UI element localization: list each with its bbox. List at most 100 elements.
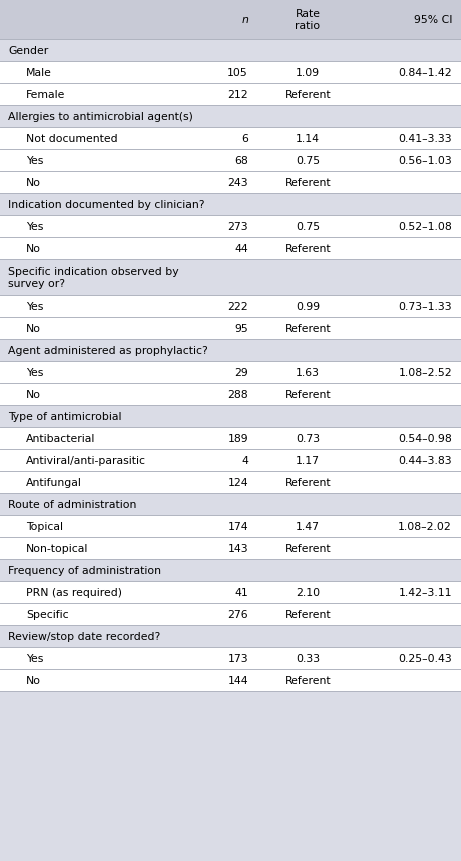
Text: Indication documented by clinician?: Indication documented by clinician? — [8, 200, 205, 210]
Bar — [0, 625, 461, 647]
Text: 4: 4 — [241, 455, 248, 466]
Text: Gender: Gender — [8, 46, 48, 56]
Text: 0.73–1.33: 0.73–1.33 — [398, 301, 452, 312]
Text: 44: 44 — [234, 244, 248, 254]
Text: 222: 222 — [227, 301, 248, 312]
Text: 173: 173 — [227, 653, 248, 663]
Text: 0.25–0.43: 0.25–0.43 — [398, 653, 452, 663]
Bar — [0, 295, 461, 318]
Bar — [0, 216, 461, 238]
Text: 29: 29 — [234, 368, 248, 378]
Text: Type of antimicrobial: Type of antimicrobial — [8, 412, 122, 422]
Text: 95: 95 — [234, 324, 248, 333]
Text: Non-topical: Non-topical — [26, 543, 89, 554]
Bar — [0, 581, 461, 604]
Text: 212: 212 — [227, 90, 248, 100]
Text: Antifungal: Antifungal — [26, 478, 82, 487]
Text: 1.17: 1.17 — [296, 455, 320, 466]
Bar — [0, 106, 461, 127]
Text: Yes: Yes — [26, 653, 43, 663]
Text: Agent administered as prophylactic?: Agent administered as prophylactic? — [8, 345, 208, 356]
Bar — [0, 647, 461, 669]
Text: Referent: Referent — [285, 675, 331, 685]
Text: n: n — [241, 15, 248, 25]
Text: 0.99: 0.99 — [296, 301, 320, 312]
Text: 124: 124 — [227, 478, 248, 487]
Text: 1.42–3.11: 1.42–3.11 — [398, 587, 452, 598]
Text: Topical: Topical — [26, 522, 63, 531]
Bar — [0, 260, 461, 295]
Bar — [0, 127, 461, 150]
Bar — [0, 560, 461, 581]
Bar — [0, 318, 461, 339]
Bar — [0, 493, 461, 516]
Text: 1.09: 1.09 — [296, 68, 320, 77]
Text: No: No — [26, 244, 41, 254]
Text: Referent: Referent — [285, 543, 331, 554]
Text: No: No — [26, 177, 41, 188]
Bar — [0, 0, 461, 40]
Text: Frequency of administration: Frequency of administration — [8, 566, 161, 575]
Text: Referent: Referent — [285, 478, 331, 487]
Text: Rate
ratio: Rate ratio — [296, 9, 320, 31]
Text: No: No — [26, 675, 41, 685]
Text: Male: Male — [26, 68, 52, 77]
Bar — [0, 84, 461, 106]
Text: Yes: Yes — [26, 368, 43, 378]
Text: Yes: Yes — [26, 156, 43, 166]
Bar — [0, 604, 461, 625]
Text: 0.44–3.83: 0.44–3.83 — [398, 455, 452, 466]
Text: 0.54–0.98: 0.54–0.98 — [398, 433, 452, 443]
Bar — [0, 516, 461, 537]
Text: Referent: Referent — [285, 324, 331, 333]
Text: Yes: Yes — [26, 222, 43, 232]
Bar — [0, 669, 461, 691]
Text: 0.52–1.08: 0.52–1.08 — [398, 222, 452, 232]
Text: No: No — [26, 389, 41, 400]
Text: 68: 68 — [234, 156, 248, 166]
Text: Referent: Referent — [285, 177, 331, 188]
Text: 0.56–1.03: 0.56–1.03 — [398, 156, 452, 166]
Text: Review/stop date recorded?: Review/stop date recorded? — [8, 631, 160, 641]
Text: 276: 276 — [227, 610, 248, 619]
Text: 273: 273 — [227, 222, 248, 232]
Text: 174: 174 — [227, 522, 248, 531]
Text: 243: 243 — [227, 177, 248, 188]
Text: 2.10: 2.10 — [296, 587, 320, 598]
Text: 1.63: 1.63 — [296, 368, 320, 378]
Text: 0.75: 0.75 — [296, 156, 320, 166]
Text: 41: 41 — [234, 587, 248, 598]
Text: 1.08–2.52: 1.08–2.52 — [398, 368, 452, 378]
Text: 0.41–3.33: 0.41–3.33 — [398, 133, 452, 144]
Text: 0.33: 0.33 — [296, 653, 320, 663]
Text: Specific indication observed by
survey or?: Specific indication observed by survey o… — [8, 267, 178, 288]
Text: Referent: Referent — [285, 389, 331, 400]
Text: Specific: Specific — [26, 610, 69, 619]
Text: No: No — [26, 324, 41, 333]
Bar — [0, 406, 461, 428]
Text: Route of administration: Route of administration — [8, 499, 136, 510]
Bar — [0, 172, 461, 194]
Text: Not documented: Not documented — [26, 133, 118, 144]
Text: Allergies to antimicrobial agent(s): Allergies to antimicrobial agent(s) — [8, 112, 193, 122]
Bar — [0, 691, 461, 861]
Text: Antibacterial: Antibacterial — [26, 433, 95, 443]
Bar — [0, 238, 461, 260]
Bar — [0, 194, 461, 216]
Text: 1.08–2.02: 1.08–2.02 — [398, 522, 452, 531]
Text: Referent: Referent — [285, 244, 331, 254]
Text: 0.75: 0.75 — [296, 222, 320, 232]
Text: PRN (as required): PRN (as required) — [26, 587, 122, 598]
Text: 0.73: 0.73 — [296, 433, 320, 443]
Text: Yes: Yes — [26, 301, 43, 312]
Text: 1.47: 1.47 — [296, 522, 320, 531]
Text: Referent: Referent — [285, 610, 331, 619]
Bar — [0, 339, 461, 362]
Bar — [0, 428, 461, 449]
Bar — [0, 62, 461, 84]
Text: 95% CI: 95% CI — [414, 15, 452, 25]
Text: Female: Female — [26, 90, 65, 100]
Text: 105: 105 — [227, 68, 248, 77]
Text: 189: 189 — [227, 433, 248, 443]
Text: 288: 288 — [227, 389, 248, 400]
